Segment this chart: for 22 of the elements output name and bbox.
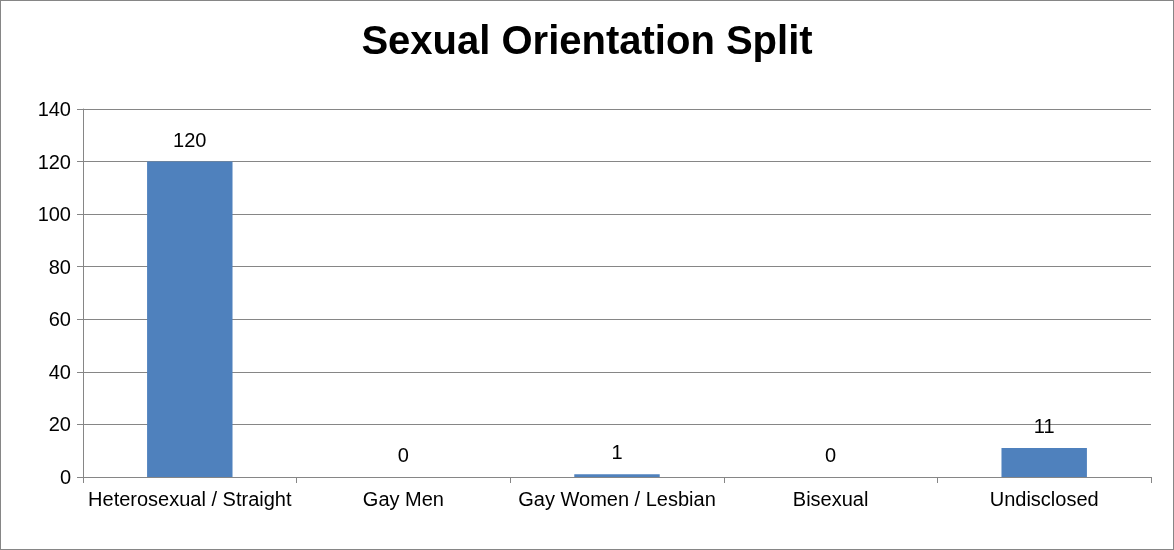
- data-label: 0: [825, 444, 837, 466]
- data-label: 11: [1033, 415, 1055, 438]
- bar: [147, 161, 233, 477]
- bar: [574, 474, 660, 477]
- y-tick-label: 60: [48, 308, 71, 331]
- y-tick-label: 80: [48, 255, 71, 278]
- x-tick-label: Gay Women / Lesbian: [518, 488, 716, 510]
- x-tick-label: Bisexual: [792, 488, 869, 510]
- data-label: 1: [611, 441, 623, 464]
- bar: [1001, 448, 1087, 477]
- y-tick-label: 40: [48, 360, 71, 383]
- x-tick-label: Undisclosed: [989, 488, 1099, 510]
- x-tick-label: Heterosexual / Straight: [88, 488, 292, 510]
- y-tick-label: 0: [59, 466, 71, 488]
- y-tick-label: 120: [37, 150, 71, 173]
- data-label: 0: [397, 444, 409, 466]
- y-tick-label: 140: [37, 98, 71, 120]
- x-tick-label: Gay Men: [362, 488, 444, 510]
- y-tick-label: 20: [48, 413, 71, 436]
- chart-title: Sexual Orientation Split: [361, 18, 813, 62]
- data-label: 120: [173, 128, 207, 151]
- y-tick-label: 100: [37, 203, 71, 226]
